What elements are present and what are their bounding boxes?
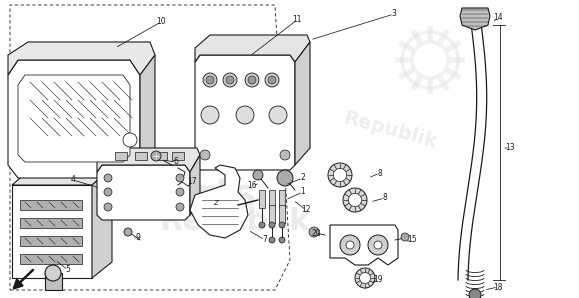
Circle shape: [124, 228, 132, 236]
Circle shape: [259, 222, 265, 228]
Polygon shape: [92, 168, 112, 278]
Polygon shape: [190, 165, 248, 238]
Polygon shape: [195, 55, 295, 170]
Circle shape: [401, 233, 409, 241]
Polygon shape: [97, 148, 200, 172]
Bar: [155, 152, 167, 160]
Polygon shape: [20, 236, 82, 246]
Text: 8: 8: [378, 168, 382, 178]
Circle shape: [279, 237, 285, 243]
Bar: [279, 205, 285, 223]
Text: 14: 14: [493, 13, 503, 23]
Circle shape: [328, 163, 352, 187]
Circle shape: [280, 150, 290, 160]
Text: 15: 15: [407, 235, 417, 244]
Text: 8: 8: [383, 193, 387, 203]
Text: 16: 16: [247, 181, 257, 190]
Circle shape: [349, 193, 362, 207]
Polygon shape: [12, 185, 92, 278]
Polygon shape: [295, 42, 310, 165]
Circle shape: [374, 241, 382, 249]
Polygon shape: [20, 218, 82, 228]
Text: 10: 10: [156, 18, 166, 27]
Polygon shape: [45, 273, 62, 290]
Polygon shape: [97, 165, 190, 220]
Circle shape: [226, 76, 234, 84]
Circle shape: [360, 272, 371, 283]
Circle shape: [334, 168, 347, 181]
Polygon shape: [8, 42, 155, 75]
Circle shape: [248, 76, 256, 84]
Circle shape: [200, 150, 210, 160]
Text: 5: 5: [65, 266, 71, 274]
Text: Republik: Republik: [160, 207, 310, 237]
Circle shape: [269, 237, 275, 243]
Circle shape: [223, 73, 237, 87]
Text: Parts: Parts: [143, 176, 257, 214]
Circle shape: [104, 203, 112, 211]
Polygon shape: [330, 225, 398, 265]
Circle shape: [355, 268, 375, 288]
Circle shape: [253, 170, 263, 180]
Circle shape: [151, 151, 161, 161]
Circle shape: [279, 222, 285, 228]
Polygon shape: [140, 55, 155, 178]
Polygon shape: [18, 75, 130, 162]
Circle shape: [236, 106, 254, 124]
Circle shape: [469, 289, 481, 298]
Text: Z: Z: [213, 200, 218, 206]
Text: 18: 18: [493, 283, 503, 291]
Polygon shape: [12, 168, 112, 185]
Text: 19: 19: [373, 275, 383, 285]
Polygon shape: [20, 254, 82, 264]
Text: 6: 6: [174, 158, 178, 167]
Polygon shape: [195, 35, 310, 62]
Bar: [279, 190, 285, 208]
Text: Republik: Republik: [341, 108, 439, 152]
Circle shape: [277, 170, 293, 186]
Text: 1: 1: [301, 187, 305, 196]
Circle shape: [346, 241, 354, 249]
Circle shape: [269, 106, 287, 124]
Circle shape: [203, 73, 217, 87]
Text: 13: 13: [505, 144, 515, 153]
Circle shape: [269, 222, 275, 228]
Text: 2: 2: [301, 173, 305, 182]
Circle shape: [206, 76, 214, 84]
Circle shape: [104, 174, 112, 182]
Polygon shape: [190, 155, 200, 215]
Bar: [269, 190, 275, 208]
Bar: [269, 205, 275, 223]
Circle shape: [343, 188, 367, 212]
Text: 7: 7: [262, 235, 267, 244]
Circle shape: [176, 188, 184, 196]
Circle shape: [104, 188, 112, 196]
Circle shape: [245, 73, 259, 87]
Text: 9: 9: [135, 234, 141, 243]
Circle shape: [176, 174, 184, 182]
Bar: [115, 152, 127, 160]
Circle shape: [123, 133, 137, 147]
Text: 4: 4: [71, 176, 75, 184]
Circle shape: [45, 265, 61, 281]
Circle shape: [340, 235, 360, 255]
Circle shape: [309, 227, 319, 237]
Circle shape: [176, 203, 184, 211]
Circle shape: [201, 106, 219, 124]
Circle shape: [368, 235, 388, 255]
Text: 11: 11: [292, 15, 302, 24]
Text: 3: 3: [391, 10, 397, 18]
Polygon shape: [8, 60, 140, 178]
Circle shape: [265, 73, 279, 87]
Text: 12: 12: [301, 206, 311, 215]
Text: 20: 20: [311, 229, 321, 238]
Polygon shape: [20, 200, 82, 210]
Polygon shape: [460, 8, 490, 30]
Circle shape: [268, 76, 276, 84]
Bar: [259, 190, 265, 208]
Bar: [135, 152, 147, 160]
Text: 17: 17: [187, 178, 197, 187]
Bar: [172, 152, 184, 160]
